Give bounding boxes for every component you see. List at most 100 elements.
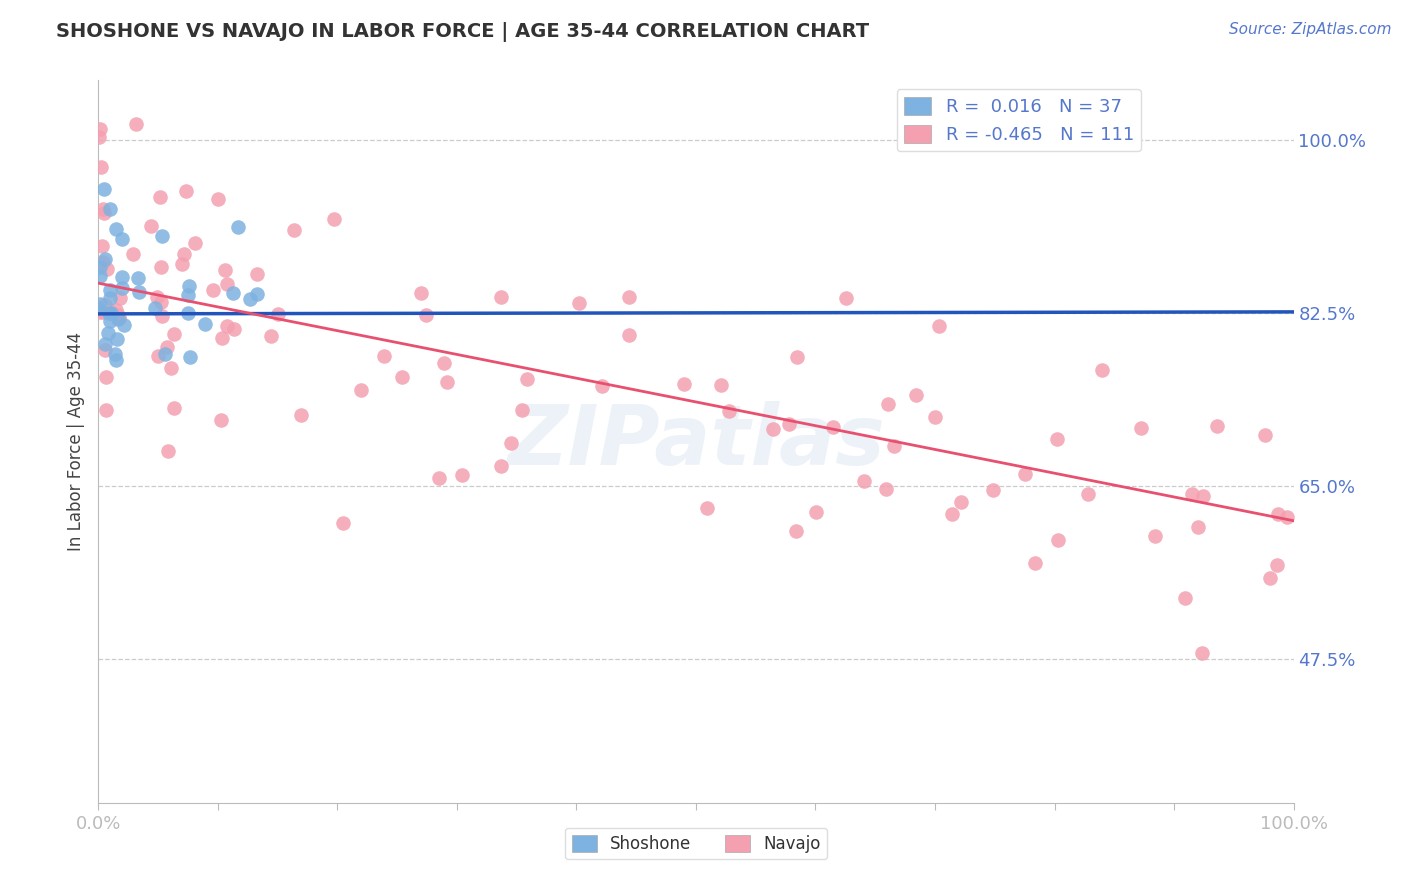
Point: [107, 308, 129, 322]
Point: [617, 290, 640, 304]
Point: [111, 232, 134, 246]
Point: [94, 369, 117, 384]
Point: [163, 326, 186, 341]
Point: [104, 303, 127, 318]
Point: [107, 311, 129, 326]
Point: [149, 190, 172, 204]
Text: ZIPatlas: ZIPatlas: [508, 401, 884, 482]
Point: [1181, 487, 1204, 501]
Point: [696, 501, 718, 516]
Point: [290, 408, 312, 422]
Point: [173, 246, 195, 260]
Point: [155, 347, 177, 361]
Point: [246, 286, 269, 301]
Point: [100, 306, 122, 320]
Point: [222, 322, 245, 336]
Point: [283, 222, 305, 236]
Point: [174, 184, 197, 198]
Point: [179, 350, 201, 364]
Point: [93, 202, 115, 216]
Point: [949, 495, 972, 509]
Point: [89, 260, 111, 274]
Point: [222, 285, 245, 300]
Point: [717, 403, 740, 417]
Point: [804, 505, 827, 519]
Point: [146, 349, 169, 363]
Point: [568, 295, 591, 310]
Point: [501, 436, 523, 450]
Point: [111, 281, 134, 295]
Point: [1130, 421, 1153, 435]
Point: [1191, 647, 1213, 661]
Point: [163, 401, 186, 415]
Point: [1174, 591, 1197, 606]
Point: [1187, 520, 1209, 534]
Point: [323, 211, 346, 226]
Point: [1144, 529, 1167, 543]
Point: [184, 236, 207, 251]
Point: [489, 459, 512, 474]
Point: [112, 318, 135, 333]
Point: [981, 483, 1004, 497]
Point: [146, 290, 169, 304]
Point: [785, 524, 807, 538]
Point: [246, 267, 269, 281]
Point: [149, 295, 172, 310]
Point: [411, 285, 433, 300]
Point: [427, 471, 450, 485]
Point: [93, 206, 115, 220]
Point: [87, 301, 110, 315]
Point: [94, 252, 117, 267]
Point: [617, 327, 640, 342]
Point: [96, 261, 118, 276]
Point: [883, 439, 905, 453]
Point: [156, 340, 179, 354]
Point: [91, 254, 114, 268]
Legend: Shoshone, Navajo: Shoshone, Navajo: [565, 828, 827, 860]
Point: [432, 356, 454, 370]
Point: [852, 474, 875, 488]
Point: [150, 229, 173, 244]
Point: [176, 288, 198, 302]
Point: [201, 283, 224, 297]
Point: [1091, 363, 1114, 377]
Point: [89, 121, 111, 136]
Point: [97, 306, 120, 320]
Point: [128, 285, 150, 299]
Text: Source: ZipAtlas.com: Source: ZipAtlas.com: [1229, 22, 1392, 37]
Point: [941, 508, 963, 522]
Point: [194, 317, 217, 331]
Point: [226, 220, 249, 235]
Point: [89, 305, 111, 319]
Point: [877, 397, 900, 411]
Point: [110, 291, 132, 305]
Point: [875, 482, 897, 496]
Point: [1014, 467, 1036, 482]
Point: [98, 283, 121, 297]
Point: [516, 371, 538, 385]
Point: [105, 221, 128, 235]
Point: [489, 291, 512, 305]
Point: [98, 291, 122, 305]
Point: [211, 331, 233, 345]
Point: [217, 277, 239, 292]
Point: [91, 239, 114, 253]
Point: [591, 378, 613, 392]
Point: [127, 271, 149, 285]
Point: [1258, 571, 1281, 585]
Text: SHOSHONE VS NAVAJO IN LABOR FORCE | AGE 35-44 CORRELATION CHART: SHOSHONE VS NAVAJO IN LABOR FORCE | AGE …: [56, 22, 869, 42]
Point: [93, 343, 115, 357]
Point: [904, 388, 927, 402]
Point: [373, 349, 395, 363]
Point: [928, 318, 950, 333]
Point: [1275, 509, 1298, 524]
Point: [332, 516, 354, 530]
Point: [835, 292, 858, 306]
Point: [436, 375, 458, 389]
Point: [93, 182, 115, 196]
Point: [1077, 487, 1099, 501]
Point: [176, 306, 198, 320]
Point: [125, 117, 148, 131]
Point: [108, 310, 131, 325]
Point: [1254, 428, 1277, 442]
